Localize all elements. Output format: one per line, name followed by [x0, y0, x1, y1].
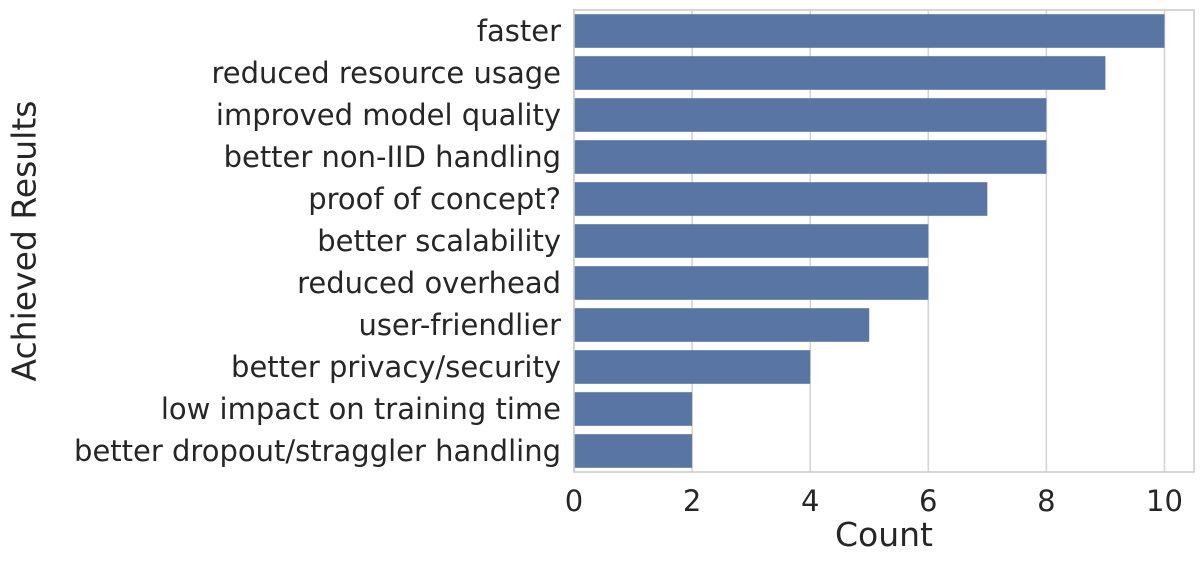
- category-label: improved model quality: [216, 98, 561, 132]
- y-axis-title: Achieved Results: [5, 101, 44, 382]
- category-label: proof of concept?: [308, 182, 561, 216]
- bars: [574, 14, 1165, 468]
- bar: [574, 56, 1106, 90]
- x-tick-label: 4: [801, 484, 819, 518]
- x-tick-label: 0: [565, 484, 583, 518]
- category-label: better dropout/straggler handling: [74, 434, 561, 468]
- bar: [574, 266, 929, 300]
- bar: [574, 350, 811, 384]
- category-label: better scalability: [317, 224, 561, 258]
- category-label: better privacy/security: [231, 350, 561, 384]
- category-label: reduced resource usage: [212, 56, 562, 90]
- bar: [574, 392, 693, 426]
- category-label: user-friendlier: [358, 308, 561, 342]
- bar: [574, 14, 1165, 48]
- bar: [574, 224, 929, 258]
- x-tick-labels: 0 2 4 6 8 10: [565, 484, 1183, 518]
- category-label: reduced overhead: [297, 266, 561, 300]
- x-tick-label: 10: [1146, 484, 1183, 518]
- bar: [574, 308, 870, 342]
- category-label: better non-IID handling: [224, 140, 561, 174]
- bar: [574, 182, 988, 216]
- bar: [574, 140, 1047, 174]
- category-labels: faster reduced resource usage improved mod…: [74, 14, 561, 468]
- bar: [574, 434, 693, 468]
- x-tick-label: 6: [919, 484, 937, 518]
- x-axis-title: Count: [835, 515, 933, 554]
- bar: [574, 98, 1047, 132]
- x-tick-label: 2: [683, 484, 701, 518]
- plot-frame: [573, 9, 1195, 473]
- category-label: faster: [477, 14, 561, 48]
- x-tick-label: 8: [1037, 484, 1055, 518]
- category-label: low impact on training time: [161, 392, 561, 426]
